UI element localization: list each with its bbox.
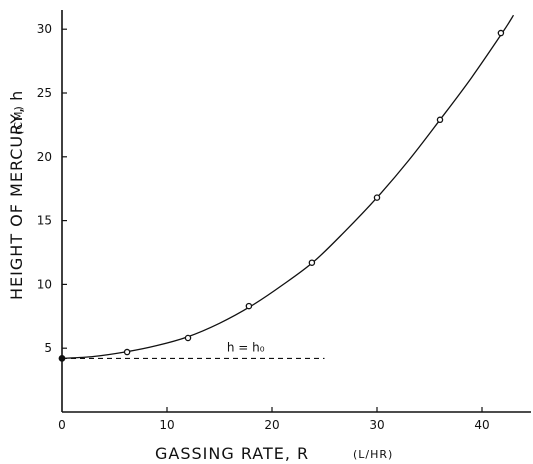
x-tick-label: 40: [474, 418, 489, 432]
x-axis-title: GASSING RATE, R: [155, 444, 309, 463]
y-tick-label: 30: [37, 22, 52, 36]
y-tick-label: 5: [44, 341, 52, 355]
fitted-curve: [61, 14, 515, 360]
y-tick-label: 25: [37, 86, 52, 100]
y-axis-title: HEIGHT OF MERCURY, h: [7, 90, 26, 300]
y-axis-unit: (CM): [12, 105, 25, 135]
x-axis-unit: (L/HR): [353, 448, 393, 461]
data-point: [373, 194, 381, 201]
axes: [61, 10, 531, 413]
data-point: [245, 302, 253, 310]
data-point: [497, 29, 505, 37]
data-point: [308, 259, 316, 266]
x-tick-label: 10: [159, 418, 174, 432]
x-tick-label: 30: [369, 418, 384, 432]
series-layer: h = h₀: [58, 14, 515, 362]
x-tick-label: 20: [264, 418, 279, 432]
annotation-h-equals-h0: h = h₀: [227, 340, 265, 354]
y-tick-label: 20: [37, 150, 52, 164]
data-point: [436, 116, 444, 124]
x-tick-label: 0: [58, 418, 66, 432]
ticks: 0 10 20 30 40 5 10 15 20 25 30: [37, 22, 490, 432]
data-point: [123, 348, 131, 356]
data-point: [58, 355, 66, 362]
data-point: [184, 334, 192, 342]
y-tick-label: 15: [37, 214, 52, 228]
y-tick-label: 10: [37, 277, 52, 291]
